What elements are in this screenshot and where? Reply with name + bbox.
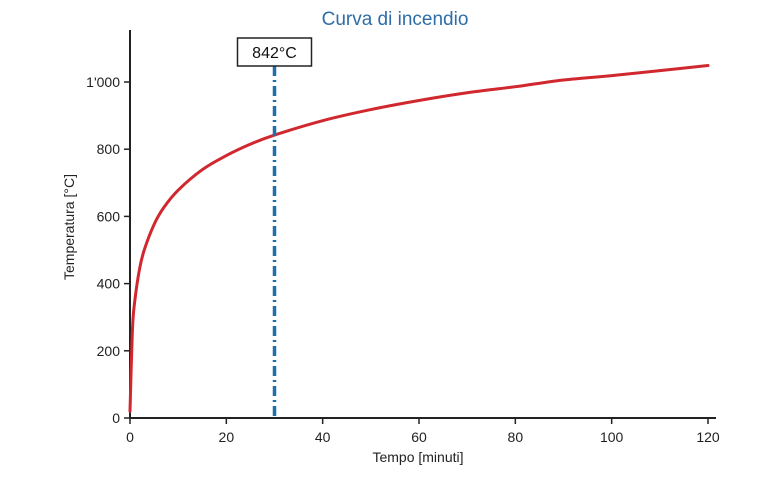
marker-label: 842°C <box>252 45 297 62</box>
axes <box>129 30 716 419</box>
marker-label-box <box>236 37 313 67</box>
x-tick-label: 80 <box>508 429 524 445</box>
annotation-layer: 842°C <box>236 37 313 418</box>
chart-title: Curva di incendio <box>322 9 469 30</box>
x-ticks: 0 20 40 60 80 100 120 <box>126 418 720 445</box>
y-tick-label: 400 <box>97 276 121 292</box>
x-tick-label: 60 <box>411 429 427 445</box>
x-axis-label: Tempo [minuti] <box>372 449 463 465</box>
y-tick-label: 600 <box>97 208 121 224</box>
y-tick-label: 800 <box>97 141 121 157</box>
x-tick-label: 100 <box>600 429 624 445</box>
series-layer <box>128 64 710 413</box>
fire-curve-line <box>128 64 710 413</box>
x-tick-label: 40 <box>315 429 331 445</box>
y-tick-label: 200 <box>97 343 121 359</box>
y-tick-label: 1'000 <box>86 74 120 90</box>
x-tick-label: 20 <box>219 429 235 445</box>
y-axis-label: Temperatura [°C] <box>61 174 77 280</box>
y-tick-label: 0 <box>112 410 120 426</box>
x-tick-label: 120 <box>696 429 720 445</box>
y-ticks: 0 200 400 600 800 1'000 <box>86 74 130 426</box>
x-tick-label: 0 <box>126 429 134 445</box>
